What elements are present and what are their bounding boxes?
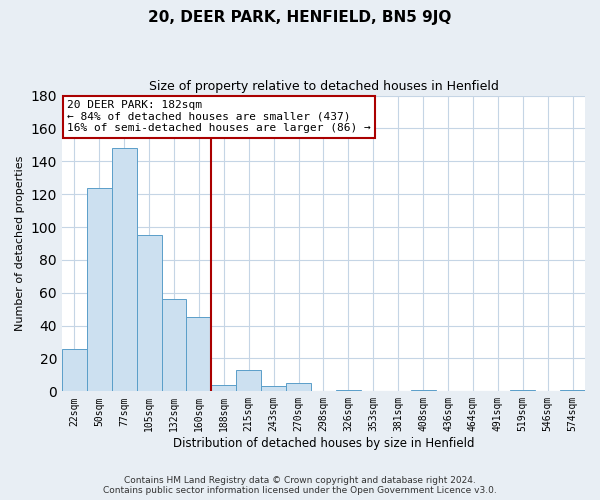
Title: Size of property relative to detached houses in Henfield: Size of property relative to detached ho… [149, 80, 499, 93]
Bar [336, 390, 361, 392]
Bar [510, 390, 535, 392]
Bar [236, 370, 261, 392]
Text: 20, DEER PARK, HENFIELD, BN5 9JQ: 20, DEER PARK, HENFIELD, BN5 9JQ [148, 10, 452, 25]
Bar [286, 383, 311, 392]
Bar [137, 235, 161, 392]
Bar [211, 385, 236, 392]
Text: 20 DEER PARK: 182sqm
← 84% of detached houses are smaller (437)
16% of semi-deta: 20 DEER PARK: 182sqm ← 84% of detached h… [67, 100, 371, 133]
Bar [410, 390, 436, 392]
Y-axis label: Number of detached properties: Number of detached properties [15, 156, 25, 331]
Bar [560, 390, 585, 392]
Bar [161, 300, 187, 392]
X-axis label: Distribution of detached houses by size in Henfield: Distribution of detached houses by size … [173, 437, 474, 450]
Bar [112, 148, 137, 392]
Bar [87, 188, 112, 392]
Bar [261, 386, 286, 392]
Bar [187, 318, 211, 392]
Text: Contains HM Land Registry data © Crown copyright and database right 2024.
Contai: Contains HM Land Registry data © Crown c… [103, 476, 497, 495]
Bar [62, 348, 87, 392]
